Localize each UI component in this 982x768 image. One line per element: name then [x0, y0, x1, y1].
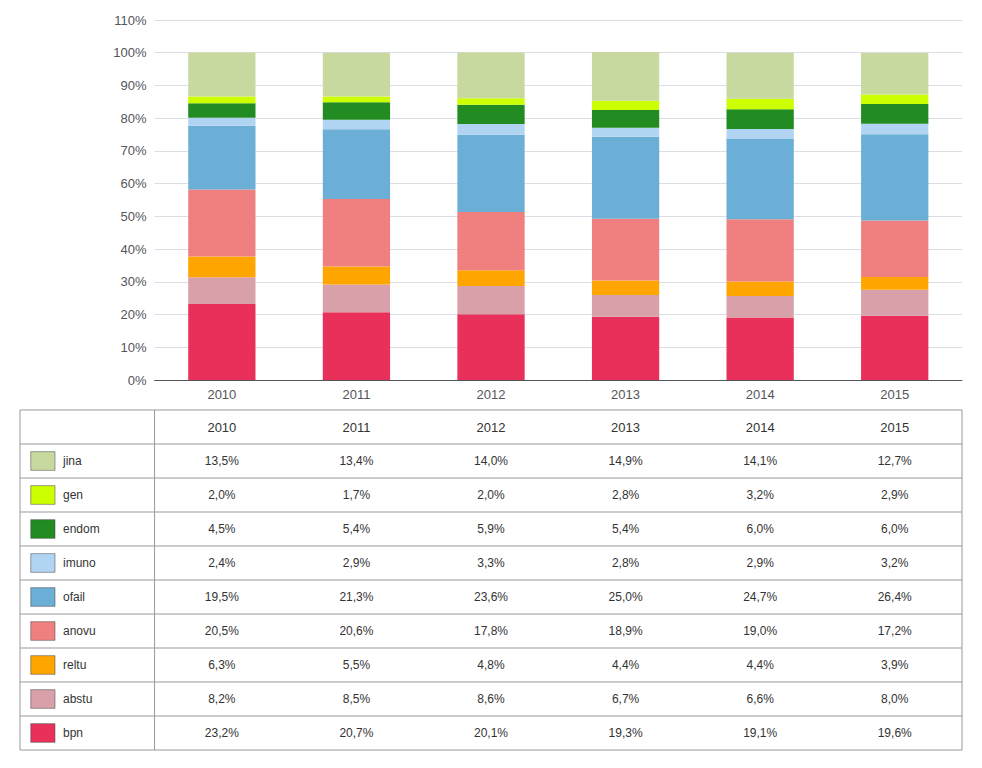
svg-text:8,0%: 8,0%: [881, 692, 909, 706]
svg-text:jina: jina: [62, 454, 82, 468]
svg-text:4,4%: 4,4%: [612, 658, 640, 672]
svg-text:50%: 50%: [121, 209, 147, 224]
svg-text:1,7%: 1,7%: [343, 488, 371, 502]
svg-text:23,6%: 23,6%: [474, 590, 508, 604]
svg-text:anovu: anovu: [63, 624, 96, 638]
svg-text:abstu: abstu: [63, 692, 92, 706]
svg-text:6,6%: 6,6%: [746, 692, 774, 706]
svg-text:14,1%: 14,1%: [743, 454, 777, 468]
svg-text:40%: 40%: [121, 242, 147, 257]
svg-text:8,5%: 8,5%: [343, 692, 371, 706]
svg-text:6,7%: 6,7%: [612, 692, 640, 706]
svg-text:17,8%: 17,8%: [474, 624, 508, 638]
svg-text:5,9%: 5,9%: [477, 522, 505, 536]
svg-text:2012: 2012: [477, 387, 506, 402]
svg-text:ofail: ofail: [63, 590, 85, 604]
svg-text:20,5%: 20,5%: [205, 624, 239, 638]
svg-text:2,4%: 2,4%: [208, 556, 236, 570]
svg-text:19,6%: 19,6%: [878, 726, 912, 740]
svg-text:20,7%: 20,7%: [339, 726, 373, 740]
svg-text:2013: 2013: [611, 420, 640, 435]
svg-text:90%: 90%: [121, 78, 147, 93]
svg-text:3,9%: 3,9%: [881, 658, 909, 672]
svg-text:20,1%: 20,1%: [474, 726, 508, 740]
svg-text:3,2%: 3,2%: [746, 488, 774, 502]
svg-text:14,0%: 14,0%: [474, 454, 508, 468]
svg-text:2,0%: 2,0%: [208, 488, 236, 502]
svg-text:2,8%: 2,8%: [612, 556, 640, 570]
svg-text:19,3%: 19,3%: [609, 726, 643, 740]
svg-text:2,9%: 2,9%: [343, 556, 371, 570]
svg-text:8,2%: 8,2%: [208, 692, 236, 706]
svg-text:2013: 2013: [611, 387, 640, 402]
svg-text:2010: 2010: [207, 420, 236, 435]
svg-text:0%: 0%: [128, 373, 147, 388]
svg-text:2011: 2011: [342, 420, 370, 435]
svg-text:bpn: bpn: [63, 726, 83, 740]
svg-text:3,3%: 3,3%: [477, 556, 505, 570]
svg-text:2010: 2010: [207, 387, 236, 402]
svg-text:10%: 10%: [121, 340, 147, 355]
svg-text:gen: gen: [63, 488, 83, 502]
svg-text:2014: 2014: [746, 387, 775, 402]
svg-text:110%: 110%: [114, 13, 147, 28]
svg-text:20,6%: 20,6%: [339, 624, 373, 638]
svg-text:2015: 2015: [880, 387, 909, 402]
svg-text:2,9%: 2,9%: [881, 488, 909, 502]
svg-text:imuno: imuno: [63, 556, 96, 570]
svg-text:80%: 80%: [121, 111, 147, 126]
svg-text:5,4%: 5,4%: [612, 522, 640, 536]
svg-text:6,0%: 6,0%: [881, 522, 909, 536]
svg-text:12,7%: 12,7%: [878, 454, 912, 468]
svg-text:4,5%: 4,5%: [208, 522, 236, 536]
svg-text:2011: 2011: [342, 387, 370, 402]
svg-text:2014: 2014: [746, 420, 775, 435]
svg-text:17,2%: 17,2%: [878, 624, 912, 638]
svg-text:2,9%: 2,9%: [746, 556, 774, 570]
svg-text:4,8%: 4,8%: [477, 658, 505, 672]
svg-text:13,5%: 13,5%: [205, 454, 239, 468]
svg-text:19,5%: 19,5%: [205, 590, 239, 604]
svg-text:2,8%: 2,8%: [612, 488, 640, 502]
svg-text:6,0%: 6,0%: [746, 522, 774, 536]
svg-text:2012: 2012: [477, 420, 506, 435]
svg-text:20%: 20%: [121, 307, 147, 322]
svg-text:reltu: reltu: [63, 658, 86, 672]
svg-text:25,0%: 25,0%: [609, 590, 643, 604]
svg-text:19,0%: 19,0%: [743, 624, 777, 638]
svg-text:2015: 2015: [880, 420, 909, 435]
svg-text:26,4%: 26,4%: [878, 590, 912, 604]
svg-text:8,6%: 8,6%: [477, 692, 505, 706]
svg-text:13,4%: 13,4%: [339, 454, 373, 468]
svg-text:19,1%: 19,1%: [743, 726, 777, 740]
svg-text:6,3%: 6,3%: [208, 658, 236, 672]
svg-text:4,4%: 4,4%: [746, 658, 774, 672]
svg-text:3,2%: 3,2%: [881, 556, 909, 570]
svg-text:100%: 100%: [113, 45, 147, 60]
svg-text:14,9%: 14,9%: [609, 454, 643, 468]
svg-text:2,0%: 2,0%: [477, 488, 505, 502]
svg-text:endom: endom: [63, 522, 100, 536]
svg-text:24,7%: 24,7%: [743, 590, 777, 604]
svg-text:30%: 30%: [121, 274, 147, 289]
svg-text:5,4%: 5,4%: [343, 522, 371, 536]
svg-text:21,3%: 21,3%: [339, 590, 373, 604]
svg-text:5,5%: 5,5%: [343, 658, 371, 672]
svg-text:18,9%: 18,9%: [609, 624, 643, 638]
svg-text:60%: 60%: [121, 176, 147, 191]
svg-text:23,2%: 23,2%: [205, 726, 239, 740]
svg-text:70%: 70%: [121, 143, 147, 158]
